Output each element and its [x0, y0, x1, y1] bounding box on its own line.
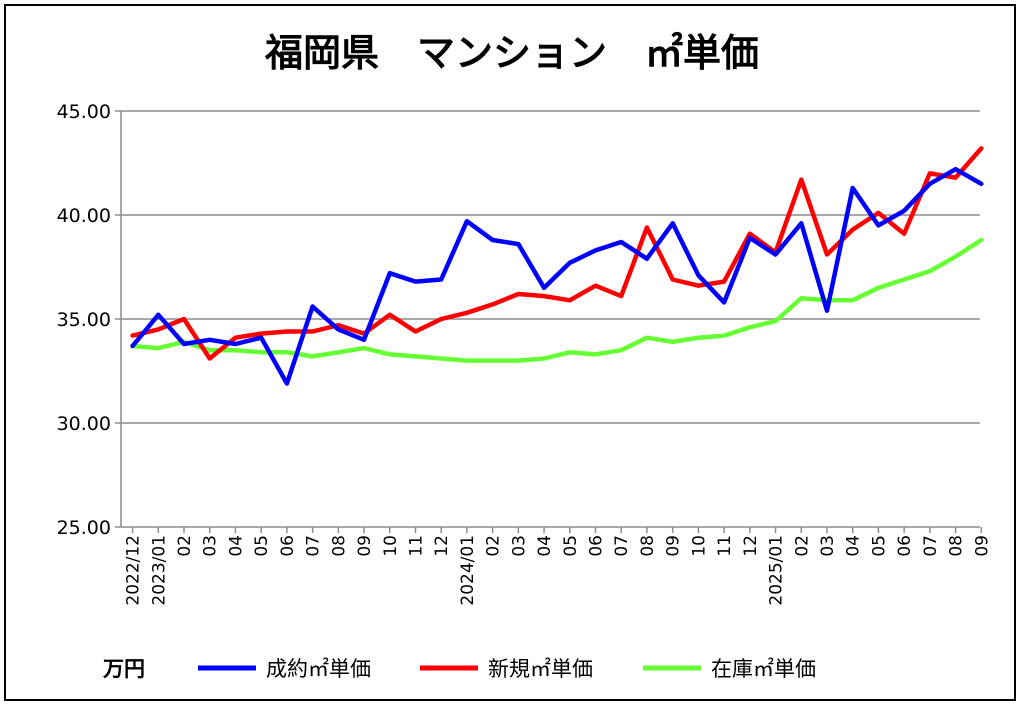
- y-tick-label: 25.00: [57, 517, 111, 539]
- x-tick-label: 05: [869, 535, 889, 557]
- chart-title: 福岡県 マンション ㎡単価: [264, 31, 759, 75]
- series-line-0: [130, 166, 984, 386]
- series-lines: [130, 146, 984, 386]
- x-axis-ticks: 2022/12 2023/01 02 03 04 05 06 07 08 09 10 11 12 2024…: [124, 527, 992, 606]
- x-tick-label: 03: [201, 535, 221, 557]
- x-tick-label: 08: [638, 535, 658, 557]
- x-tick-label: 12: [741, 535, 761, 557]
- y-tick-label: 35.00: [57, 309, 111, 331]
- x-tick-label: 11: [715, 535, 735, 557]
- legend: 成約㎡単価 新規㎡単価 在庫㎡単価: [198, 657, 816, 681]
- x-tick-label: 06: [895, 535, 915, 557]
- legend-label: 成約㎡単価: [266, 657, 371, 681]
- x-tick-label: 05: [561, 535, 581, 557]
- x-tick-label: 2024/01: [458, 535, 478, 606]
- y-axis-ticks: 25.00 30.00 35.00 40.00 45.00: [57, 101, 111, 539]
- legend-label: 新規㎡単価: [488, 657, 593, 681]
- x-tick-label: 03: [509, 535, 529, 557]
- x-tick-label: 12: [432, 535, 452, 557]
- x-tick-label: 06: [587, 535, 607, 557]
- x-tick-label: 09: [972, 535, 992, 557]
- x-tick-label: 05: [252, 535, 272, 557]
- x-tick-label: 2025/01: [767, 535, 787, 606]
- x-tick-label: 02: [484, 535, 504, 557]
- x-tick-label: 2022/12: [124, 535, 144, 606]
- x-tick-label: 11: [406, 535, 426, 557]
- x-tick-label: 08: [329, 535, 349, 557]
- legend-label: 在庫㎡単価: [711, 657, 816, 681]
- chart-frame: [4, 4, 1016, 701]
- gridlines: [115, 110, 980, 528]
- x-tick-label: 02: [175, 535, 195, 557]
- x-tick-label: 04: [535, 535, 555, 557]
- series-line-2: [130, 237, 984, 363]
- x-tick-label: 2023/01: [149, 535, 169, 606]
- x-tick-label: 10: [381, 535, 401, 557]
- x-tick-label: 09: [664, 535, 684, 557]
- x-tick-label: 06: [278, 535, 298, 557]
- x-tick-label: 03: [818, 535, 838, 557]
- x-tick-label: 10: [689, 535, 709, 557]
- x-tick-label: 04: [844, 535, 864, 557]
- series-line-1: [130, 146, 984, 361]
- x-tick-label: 07: [612, 535, 632, 557]
- x-tick-label: 09: [355, 535, 375, 557]
- x-tick-label: 04: [226, 535, 246, 557]
- y-tick-label: 45.00: [57, 101, 111, 123]
- y-tick-label: 30.00: [57, 413, 111, 435]
- y-tick-label: 40.00: [57, 205, 111, 227]
- x-tick-label: 08: [947, 535, 967, 557]
- unit-label: 万円: [102, 657, 145, 681]
- x-tick-label: 02: [792, 535, 812, 557]
- x-tick-label: 07: [304, 535, 324, 557]
- x-tick-label: 07: [921, 535, 941, 557]
